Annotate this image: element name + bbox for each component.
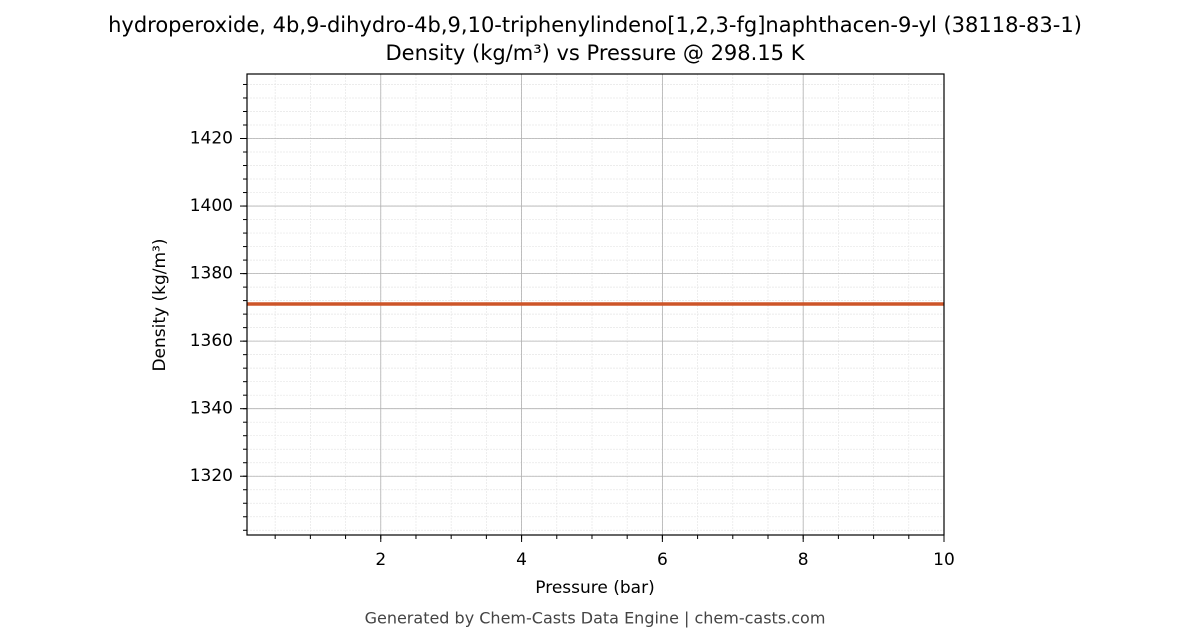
y-tick-label: 1320 (190, 466, 233, 486)
x-axis-label: Pressure (bar) (535, 578, 654, 598)
y-tick-label: 1420 (190, 129, 233, 149)
y-tick-label: 1380 (190, 264, 233, 284)
x-tick-label: 10 (933, 550, 955, 570)
footer: Generated by Chem-Casts Data Engine | ch… (365, 609, 826, 628)
y-tick-label: 1360 (190, 331, 233, 351)
chart-title: hydroperoxide, 4b,9-dihydro-4b,9,10-trip… (108, 13, 1082, 37)
y-tick-label: 1400 (190, 196, 233, 216)
y-tick-label: 1340 (190, 399, 233, 419)
y-axis-label: Density (kg/m³) (150, 238, 170, 371)
x-tick-label: 2 (375, 550, 386, 570)
plot-frame (246, 73, 945, 536)
x-tick-label: 8 (798, 550, 809, 570)
x-tick-label: 4 (516, 550, 527, 570)
x-tick-label: 6 (657, 550, 668, 570)
chart-subtitle: Density (kg/m³) vs Pressure @ 298.15 K (385, 41, 805, 65)
